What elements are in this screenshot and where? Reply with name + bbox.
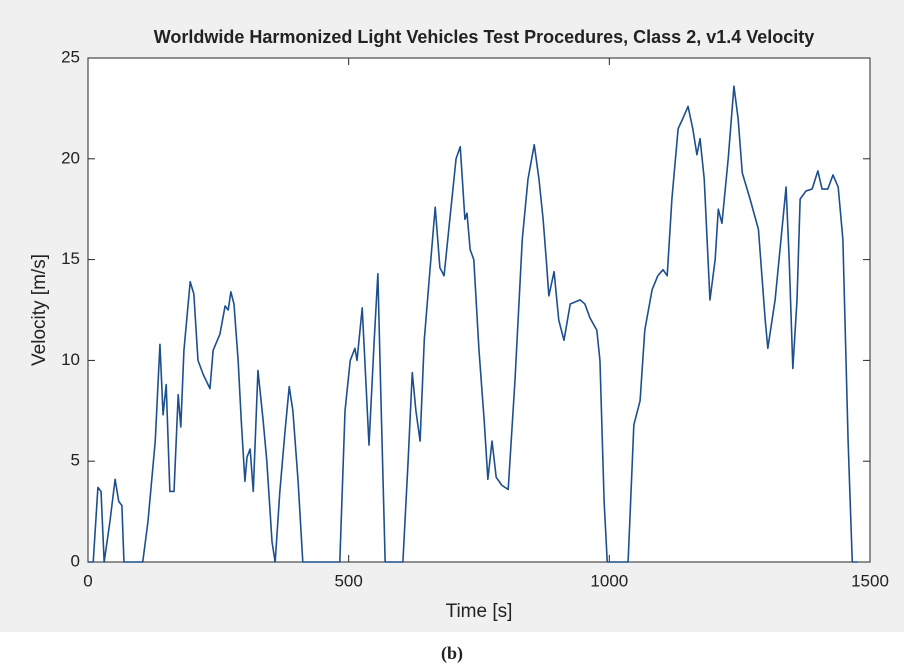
y-tick-label: 15 (61, 249, 80, 268)
y-tick-label: 10 (61, 350, 80, 369)
y-axis-label: Velocity [m/s] (29, 254, 50, 366)
x-tick-label: 1500 (851, 571, 889, 590)
x-axis-label: Time [s] (446, 601, 513, 622)
x-tick-label: 0 (83, 571, 92, 590)
y-tick-label: 0 (71, 551, 80, 570)
plot-area (87, 57, 871, 563)
x-tick-label: 1000 (590, 571, 628, 590)
velocity-line (88, 85, 859, 563)
y-tick-label: 5 (71, 451, 80, 470)
caption: (b) (441, 643, 463, 664)
x-tick-label: 500 (334, 571, 362, 590)
chart-title: Worldwide Harmonized Light Vehicles Test… (154, 27, 815, 47)
y-tick-label: 20 (61, 148, 80, 167)
y-tick-label: 25 (61, 47, 80, 66)
